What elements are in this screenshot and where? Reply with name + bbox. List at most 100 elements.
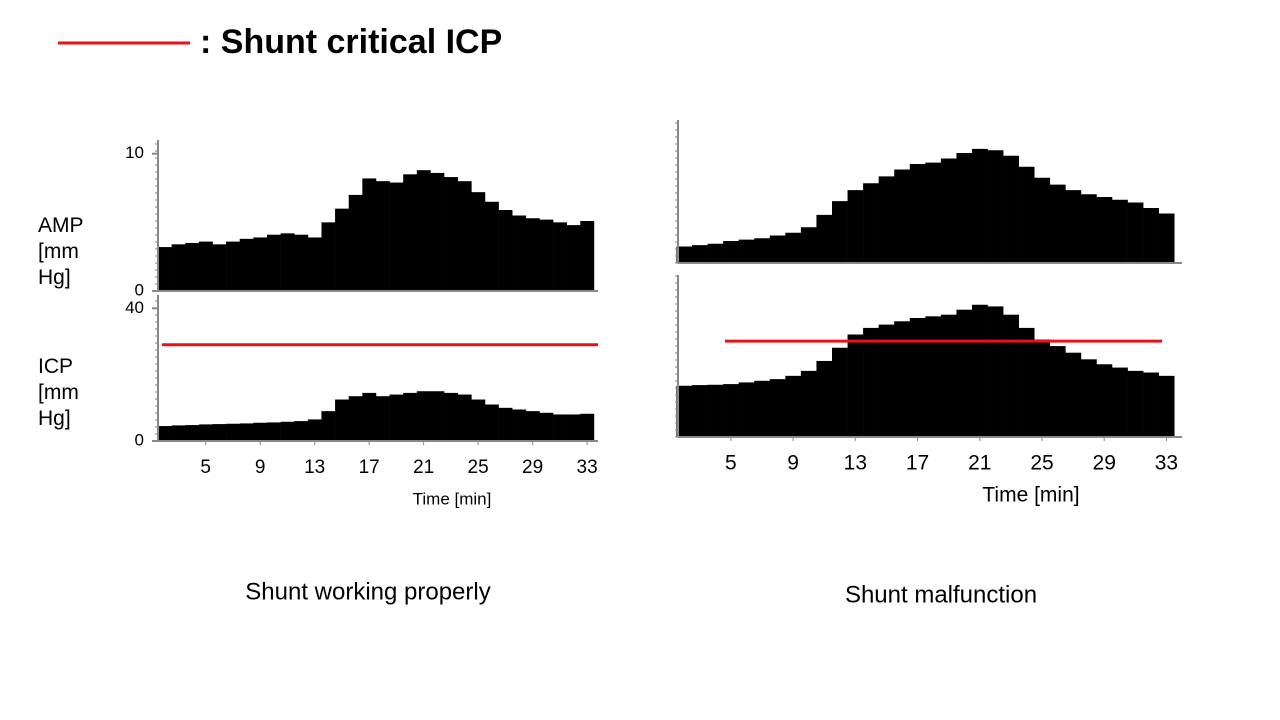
bar (878, 176, 895, 263)
bar (972, 148, 988, 263)
x-tick-label: 29 (1093, 452, 1116, 475)
bar (956, 309, 973, 437)
bar (444, 177, 458, 291)
bar (800, 370, 817, 437)
bar (226, 423, 241, 441)
bar (1158, 375, 1175, 437)
bar (457, 394, 472, 441)
bar (294, 421, 309, 441)
x-tick-label: 9 (255, 457, 266, 478)
bar (416, 391, 431, 441)
bar (832, 201, 848, 263)
bar (1096, 197, 1113, 263)
bar (723, 241, 739, 263)
bar (198, 424, 213, 441)
bar (1112, 199, 1128, 263)
y-axis-label-line: AMP (38, 214, 84, 237)
bar (307, 419, 322, 441)
bar (375, 181, 390, 291)
bar (878, 324, 895, 437)
bar (863, 183, 879, 263)
x-tick-label: 5 (200, 457, 211, 478)
bar (894, 321, 911, 437)
bar (1158, 213, 1175, 263)
bar (212, 424, 227, 441)
bar (212, 244, 227, 291)
bar (362, 178, 377, 291)
bar (738, 239, 755, 263)
x-tick-label: 33 (577, 457, 598, 478)
bar (987, 306, 1004, 437)
bar (956, 153, 973, 263)
bar (1049, 184, 1066, 263)
bar (389, 182, 404, 291)
bar (676, 246, 693, 263)
bar (1143, 372, 1159, 437)
bar (525, 218, 540, 291)
bar (925, 316, 942, 437)
bar (847, 334, 864, 437)
bar (512, 215, 527, 291)
bar (863, 327, 879, 437)
bar (1018, 166, 1035, 263)
bar (909, 317, 926, 437)
bar (566, 225, 581, 291)
y-axis-label: ICP [mm Hg] (38, 355, 79, 430)
bar (553, 222, 567, 291)
bar (471, 399, 486, 441)
bar (158, 426, 172, 441)
bar (940, 158, 957, 263)
bar (754, 380, 771, 437)
bar (1127, 370, 1144, 437)
bar (335, 208, 350, 291)
y-axis-label-line: [mm (38, 240, 79, 263)
x-axis-label: Time [min] (982, 484, 1079, 507)
bar (894, 169, 911, 263)
bar (676, 385, 693, 437)
bar (1065, 352, 1082, 437)
bar (158, 247, 172, 291)
bar (335, 399, 350, 441)
y-axis-label-line: ICP (38, 355, 73, 378)
bar (769, 379, 786, 437)
bar (471, 192, 486, 291)
x-tick-label: 25 (1030, 452, 1053, 475)
bar (1143, 208, 1159, 263)
bar (707, 384, 724, 437)
bar (754, 238, 771, 263)
bar (539, 219, 554, 291)
bar (1034, 339, 1051, 437)
bar (498, 210, 513, 291)
bar (185, 425, 200, 441)
legend-label: : Shunt critical ICP (200, 23, 502, 61)
bar (1065, 190, 1082, 263)
x-tick-label: 21 (968, 452, 991, 475)
bar (498, 407, 513, 441)
bar (1003, 155, 1019, 263)
bar (1112, 367, 1128, 437)
bar (816, 214, 833, 263)
bar (444, 392, 458, 441)
bar (457, 181, 472, 291)
x-tick-label: 13 (304, 457, 325, 478)
x-tick-label: 33 (1155, 452, 1178, 475)
bar (816, 360, 833, 437)
bar (321, 411, 336, 441)
bar (800, 227, 817, 263)
bar (239, 423, 254, 441)
bar (266, 234, 281, 291)
y-tick-label: 10 (125, 143, 144, 162)
y-tick-label: 0 (135, 430, 144, 449)
bar (707, 243, 724, 263)
x-tick-label: 9 (787, 452, 799, 475)
panel-caption: Shunt malfunction (845, 581, 1037, 608)
bar (785, 375, 802, 437)
bar (171, 425, 186, 441)
bar (580, 413, 595, 441)
bar (484, 201, 499, 291)
bar (280, 421, 295, 441)
bar (1018, 327, 1035, 437)
bar (769, 235, 786, 263)
bar (430, 172, 445, 291)
